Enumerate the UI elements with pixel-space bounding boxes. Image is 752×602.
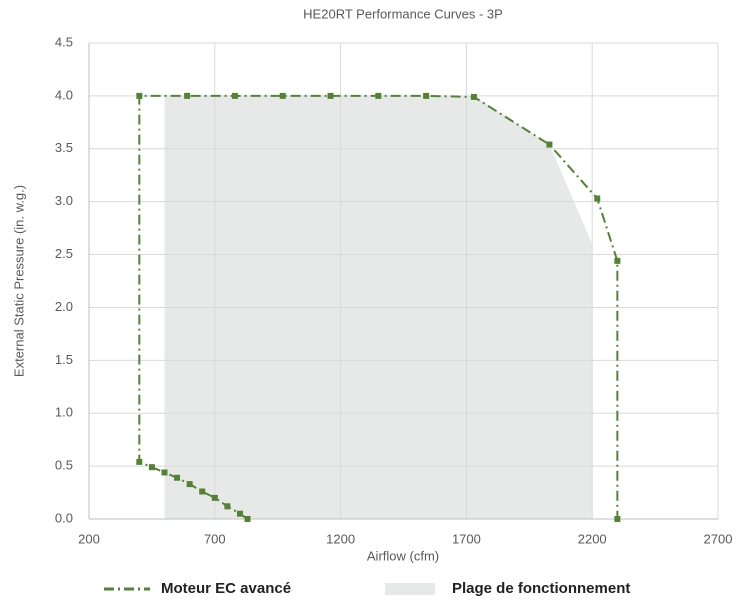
point-marker xyxy=(174,474,181,481)
x-tick-label: 700 xyxy=(204,531,226,546)
point-marker xyxy=(148,464,155,471)
legend-label: Plage de fonctionnement xyxy=(452,580,630,597)
point-marker xyxy=(614,257,621,264)
point-marker xyxy=(470,93,477,100)
y-tick-label: 3.5 xyxy=(55,140,73,155)
point-marker xyxy=(231,92,238,99)
y-tick-label: 0.5 xyxy=(55,458,73,473)
y-tick-label: 3.0 xyxy=(55,193,73,208)
point-marker xyxy=(161,469,168,476)
x-tick-label: 200 xyxy=(78,531,100,546)
point-marker xyxy=(136,92,143,99)
point-marker xyxy=(236,510,243,517)
point-marker xyxy=(244,516,251,522)
y-tick-label: 1.5 xyxy=(55,352,73,367)
y-tick-label: 4.0 xyxy=(55,87,73,102)
x-axis-label: Airflow (cfm) xyxy=(367,548,439,563)
y-tick-label: 2.5 xyxy=(55,246,73,261)
point-marker xyxy=(211,494,218,501)
y-tick-label: 0.0 xyxy=(55,510,73,525)
point-marker xyxy=(184,92,191,99)
point-marker xyxy=(546,141,553,148)
y-tick-label: 4.5 xyxy=(55,34,73,49)
x-tick-label: 1200 xyxy=(326,531,355,546)
series-line xyxy=(138,94,619,520)
x-tick-label: 2700 xyxy=(704,531,733,546)
y-tick-label: 2.0 xyxy=(55,299,73,314)
point-marker xyxy=(594,195,601,202)
point-marker xyxy=(375,92,382,99)
point-marker xyxy=(199,488,206,495)
point-marker xyxy=(224,503,231,510)
legend-label: Moteur EC avancé xyxy=(161,580,291,597)
point-marker xyxy=(614,516,621,522)
point-marker xyxy=(423,92,430,99)
point-marker xyxy=(279,92,286,99)
legend-swatch xyxy=(385,583,435,595)
x-tick-label: 2200 xyxy=(578,531,607,546)
point-marker xyxy=(136,458,143,465)
chart-title: HE20RT Performance Curves - 3P xyxy=(303,6,503,21)
y-axis-label: External Static Pressure (in. w.g.) xyxy=(11,185,26,377)
point-marker xyxy=(186,481,193,488)
x-tick-label: 1700 xyxy=(452,531,481,546)
point-marker xyxy=(327,92,334,99)
y-tick-label: 1.0 xyxy=(55,405,73,420)
